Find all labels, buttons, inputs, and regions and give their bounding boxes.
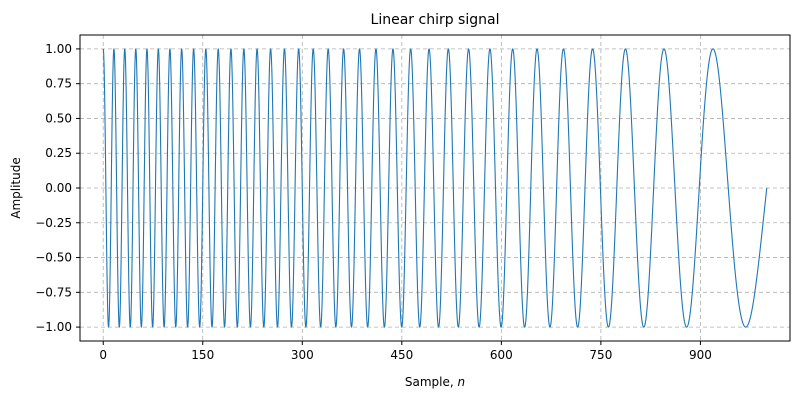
x-tick-label: 750 — [589, 348, 612, 362]
x-axis-ticks: 0 150 300 450 600 750 900 — [99, 341, 712, 362]
x-tick-label: 150 — [191, 348, 214, 362]
chart-title: Linear chirp signal — [371, 12, 500, 28]
y-axis-label: Amplitude — [9, 157, 23, 219]
y-tick-label: −1.00 — [35, 320, 72, 334]
y-tick-label: 0.00 — [45, 181, 72, 195]
x-tick-label: 300 — [291, 348, 314, 362]
y-tick-label: 0.50 — [45, 111, 72, 125]
y-tick-label: 0.75 — [45, 77, 72, 91]
series-layer — [102, 48, 768, 328]
y-tick-label: 1.00 — [45, 42, 72, 56]
x-tick-label: 600 — [490, 348, 513, 362]
y-tick-label: 0.25 — [45, 146, 72, 160]
y-tick-label: −0.25 — [35, 216, 72, 230]
y-tick-label: −0.75 — [35, 285, 72, 299]
y-tick-label: −0.50 — [35, 251, 72, 265]
x-tick-label: 0 — [99, 348, 107, 362]
x-axis-label: Sample, n — [405, 375, 465, 389]
y-axis-ticks: −1.00 −0.75 −0.50 −0.25 0.00 0.25 0.50 0.75 1.00 — [35, 42, 80, 334]
x-tick-label: 450 — [390, 348, 413, 362]
x-tick-label: 900 — [689, 348, 712, 362]
chirp-signal-line — [102, 48, 768, 328]
